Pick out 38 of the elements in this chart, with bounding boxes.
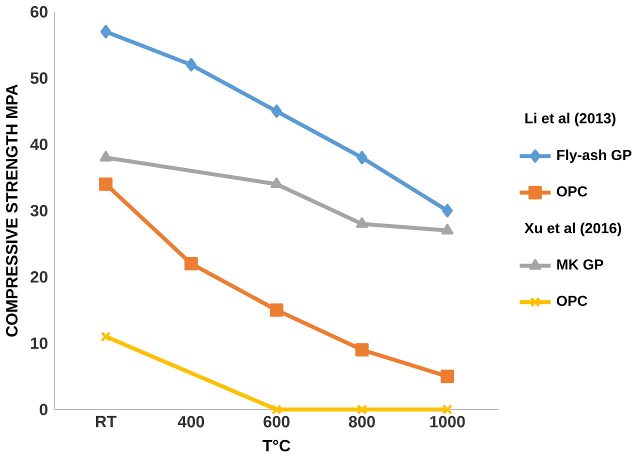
text: Xu et al (2016) [524, 222, 622, 236]
point [356, 216, 368, 228]
y-axis-title: COMPRESSIVE STRENGTH MPA [6, 84, 18, 336]
point [270, 177, 283, 188]
point [356, 150, 368, 164]
x-axis-title: T°C [262, 440, 290, 452]
x-tick-label: 1000 [430, 416, 465, 428]
legend-label: Fly-ash GP [557, 149, 632, 163]
legend-label: MK GP [557, 259, 604, 270]
point [442, 404, 452, 414]
point [271, 404, 282, 414]
point [186, 58, 197, 72]
point [442, 204, 453, 218]
x-tick-label: 800 [348, 416, 375, 428]
y-tick-label: 10 [31, 337, 48, 349]
x-tick-label: 400 [178, 416, 204, 428]
point [355, 342, 369, 356]
point [271, 104, 282, 118]
x-tick-label: RT [96, 416, 116, 427]
point [270, 303, 284, 317]
point [100, 331, 111, 342]
x-tick-label: 600 [264, 416, 290, 428]
point [440, 369, 454, 383]
y-tick-label: 30 [30, 204, 48, 216]
point [100, 24, 112, 38]
point [184, 256, 198, 270]
y-tick-label: 60 [30, 6, 48, 18]
y-tick-label: 0 [40, 404, 48, 416]
point [441, 224, 454, 234]
y-tick-label: 40 [30, 138, 48, 150]
point [100, 150, 112, 162]
y-tick-label: 20 [30, 270, 48, 282]
point [99, 177, 112, 191]
legend-label: OPC [556, 186, 588, 196]
point [356, 404, 368, 414]
text: Li et al (2013) [525, 112, 616, 126]
legend-label: OPC [556, 296, 588, 306]
y-tick-label: 50 [30, 72, 48, 84]
